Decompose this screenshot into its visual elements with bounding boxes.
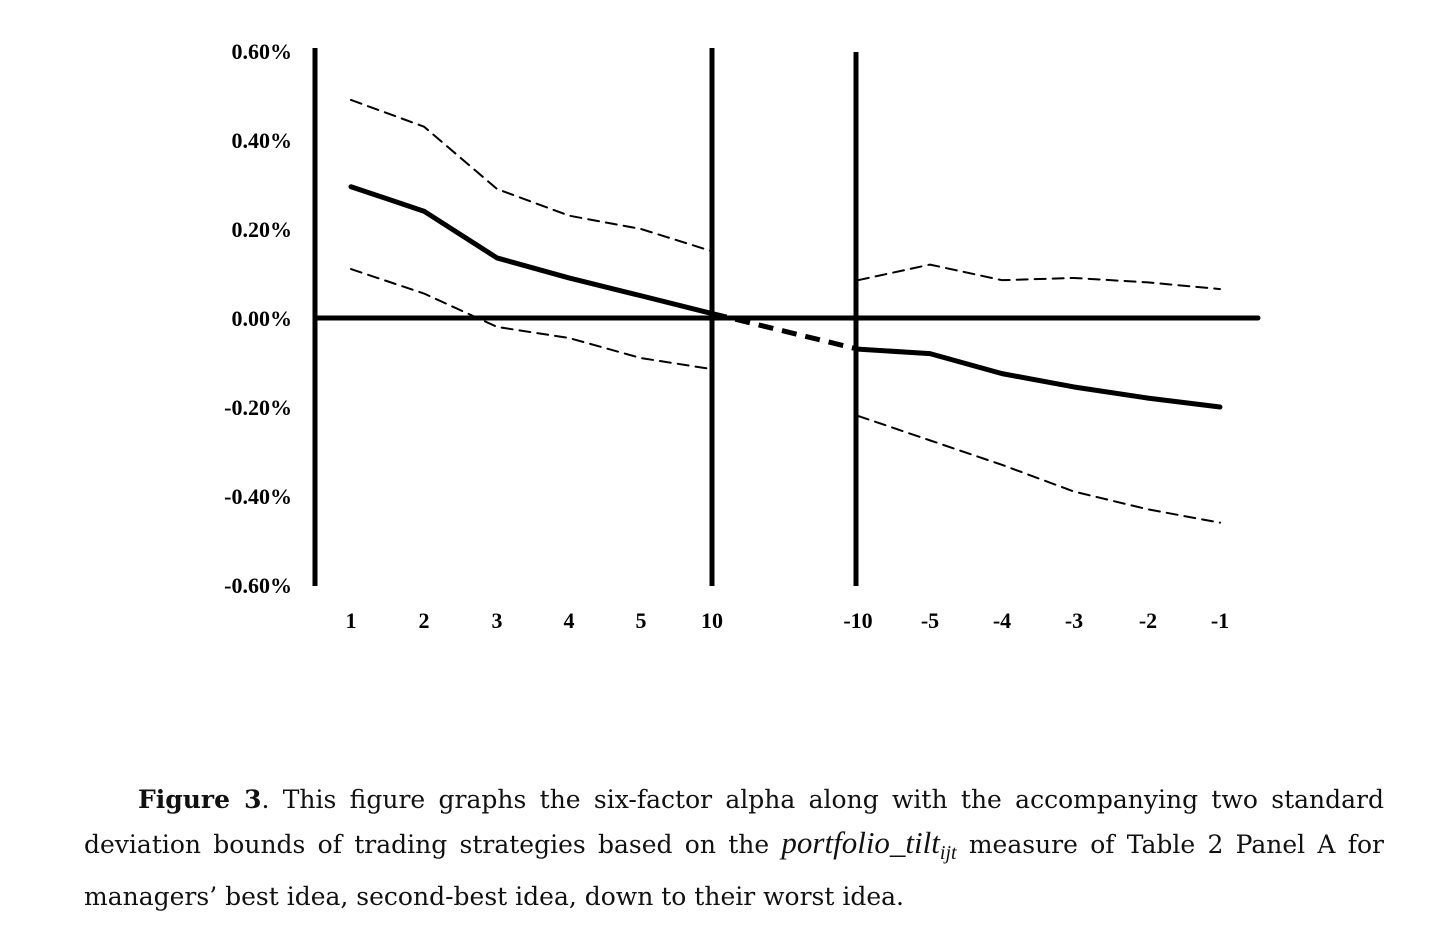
x-tick-label: -4 xyxy=(993,608,1011,633)
x-tick-label: 2 xyxy=(419,608,430,633)
y-tick-label: -0.60% xyxy=(224,573,292,598)
figure-label: Figure 3 xyxy=(138,785,262,814)
alpha-connector-dashed xyxy=(711,311,859,352)
axes xyxy=(312,48,1261,586)
x-tick-label: -1 xyxy=(1211,608,1229,633)
y-tick-labels: 0.60% 0.40% 0.20% 0.00% -0.20% -0.40% -0.60% xyxy=(224,39,292,598)
alpha-line-left xyxy=(348,184,715,317)
x-tick-label: 4 xyxy=(564,608,575,633)
series-lines xyxy=(348,98,1223,524)
y-tick-label: 0.00% xyxy=(232,306,293,331)
caption-text-before: . This figure graphs the six-factor alph… xyxy=(84,785,1384,859)
x-tick-label: -5 xyxy=(921,608,939,633)
caption-math: portfolio_tilt xyxy=(781,825,940,860)
x-tick-label: 5 xyxy=(636,608,647,633)
chart: 0.60% 0.40% 0.20% 0.00% -0.20% -0.40% -0.60% 1… xyxy=(224,39,1261,633)
y-tick-label: 0.40% xyxy=(232,128,293,153)
y-tick-label: 0.60% xyxy=(232,39,293,64)
y-tick-label: 0.20% xyxy=(232,217,293,242)
caption-text-after: measure of Table 2 Panel A for managers’… xyxy=(84,830,1384,911)
alpha-line-right xyxy=(855,346,1223,410)
x-tick-label: 3 xyxy=(492,608,503,633)
x-tick-label: 10 xyxy=(701,608,723,633)
lower-bound-line-right xyxy=(857,414,1221,524)
upper-bound-line-right xyxy=(857,263,1221,291)
caption-subscript: ijt xyxy=(939,842,957,864)
y-tick-label: -0.40% xyxy=(224,484,292,509)
x-tick-labels: 1 2 3 4 5 10 -10 -5 -4 -3 -2 -1 xyxy=(346,608,1230,633)
figure-caption: Figure 3. This figure graphs the six-fac… xyxy=(84,778,1384,918)
x-tick-label: 1 xyxy=(346,608,357,633)
y-tick-label: -0.20% xyxy=(224,395,292,420)
x-tick-label: -3 xyxy=(1065,608,1083,633)
x-tick-label: -2 xyxy=(1139,608,1157,633)
x-tick-label: -10 xyxy=(843,608,872,633)
lower-bound-line-left xyxy=(350,268,713,371)
upper-bound-line-left xyxy=(350,98,713,253)
